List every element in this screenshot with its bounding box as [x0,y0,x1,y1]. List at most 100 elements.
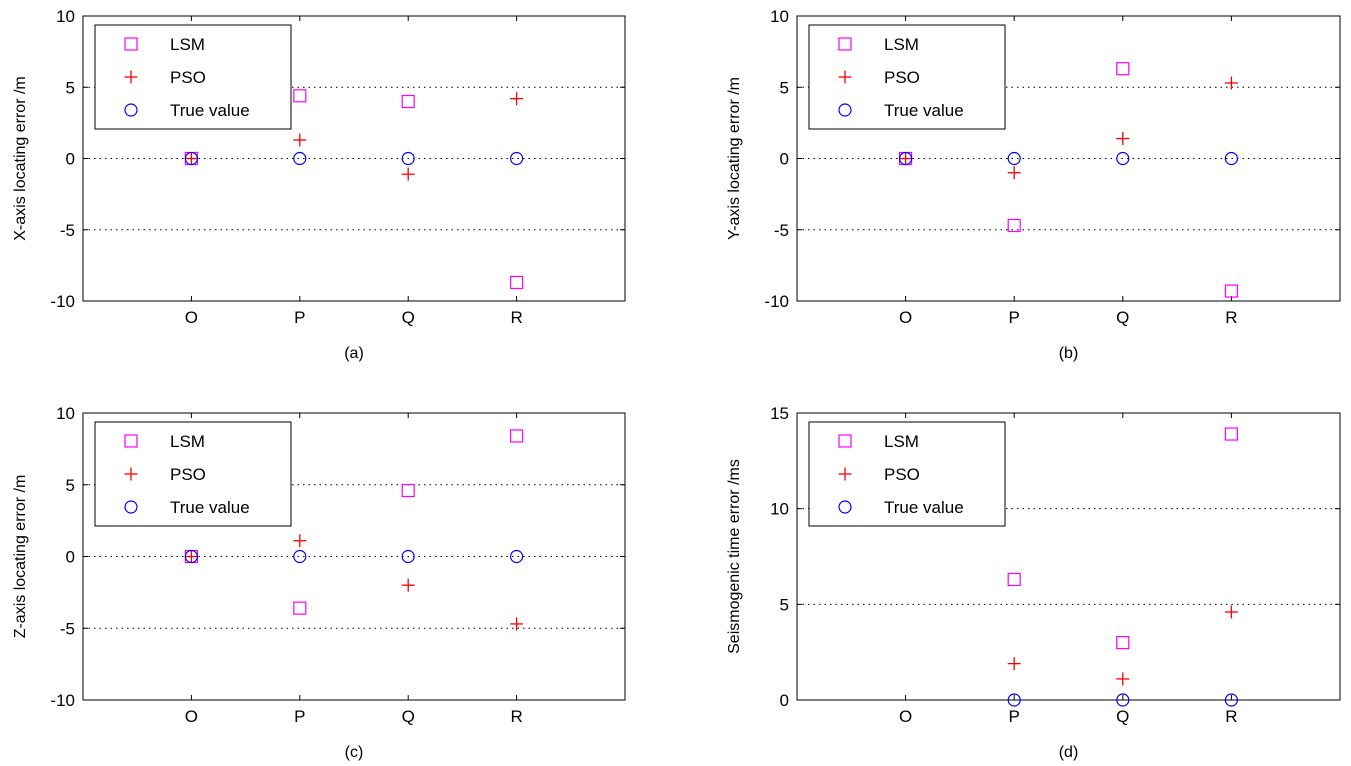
legend-label: LSM [884,35,919,54]
chart-panel-4: 0 5 10 15 O P Q R Seismogenic time error /ms (d) L… [726,404,1341,761]
legend-marker-true-value [838,500,852,514]
legend-label: True value [170,101,250,120]
point-pso [401,578,415,592]
point-lsm [1116,635,1130,650]
point-pso [1007,657,1021,671]
point-pso [1007,166,1021,180]
x-tick-label: Q [1116,308,1129,327]
y-tick-label: 10 [770,7,789,26]
point-lsm [510,275,524,290]
point-true-value [898,151,913,166]
point-pso [510,92,524,106]
x-tick-label: O [185,308,198,327]
x-tick-label: R [510,707,522,726]
point-lsm [293,601,307,615]
legend-label: PSO [170,68,206,87]
legend-marker-true-value [838,103,852,117]
legend-label: True value [884,101,964,120]
x-tick-label: Q [402,308,415,327]
y-tick-label: -10 [50,292,75,311]
point-lsm [510,429,524,443]
legend-marker-lsm [124,434,138,448]
legend-marker-lsm [838,37,852,51]
y-tick-label: 10 [770,500,789,519]
y-axis-label: Seismogenic time error /ms [726,459,743,654]
y-tick-label: 5 [66,78,75,97]
legend-marker-lsm [124,37,138,51]
chart-panel-2: -10 -5 0 5 10 O P Q R Y-axis locating error /m (b)… [726,7,1341,362]
x-tick-label: Q [402,707,415,726]
legend-marker-true-value [124,103,138,117]
x-tick-label: P [294,707,305,726]
x-tick-label: R [1225,308,1237,327]
panel-caption: (b) [1059,345,1079,362]
y-tick-label: 5 [66,476,75,495]
y-axis-label: Y-axis locating error /m [726,77,743,240]
point-true-value [1116,151,1130,166]
legend: LSM PSO True value [808,24,1006,130]
point-true-value [184,151,198,166]
point-true-value [293,151,307,166]
point-pso [1116,672,1130,686]
legend-marker-true-value [124,500,138,514]
legend-marker-lsm [838,434,852,448]
x-tick-label: P [1009,308,1020,327]
legend-marker-pso [124,467,138,481]
legend: LSM PSO True value [94,24,292,130]
point-pso [184,152,198,165]
x-tick-label: O [899,707,912,726]
point-true-value [1224,693,1239,707]
panel-caption: (a) [344,345,364,362]
point-lsm [293,89,307,103]
y-tick-label: 0 [66,150,75,169]
point-true-value [184,549,198,564]
y-tick-label: 10 [56,404,75,423]
y-axis-label: X-axis locating error /m [12,76,29,241]
point-pso [293,133,307,147]
point-pso [510,617,524,631]
point-pso [401,167,415,181]
x-tick-label: O [899,308,912,327]
legend: LSM PSO True value [94,421,292,527]
point-lsm [401,94,415,109]
y-tick-label: -10 [764,292,789,311]
point-lsm [401,483,415,498]
x-tick-label: Q [1116,707,1129,726]
x-tick-label: O [185,707,198,726]
point-lsm [1007,572,1021,587]
legend-label: PSO [884,68,920,87]
x-tick-label: R [1225,707,1237,726]
point-true-value [1007,693,1021,707]
x-tick-label: R [510,308,522,327]
x-tick-label: P [1009,707,1020,726]
legend-label: LSM [170,432,205,451]
y-tick-label: -5 [774,221,789,240]
legend-marker-pso [838,70,852,84]
point-pso [1224,76,1238,90]
chart-panel-3: -10 -5 0 5 10 O P Q R Z-axis locating error /m (c)… [12,404,626,761]
x-tick-label: P [294,308,305,327]
point-true-value [509,549,524,564]
y-axis-label: Z-axis locating error /m [12,475,29,639]
legend-label: PSO [170,465,206,484]
point-lsm [1224,427,1239,441]
point-lsm [1224,284,1239,298]
y-tick-label: 0 [780,150,789,169]
legend-label: True value [884,498,964,517]
point-true-value [1224,151,1239,166]
legend-label: LSM [884,432,919,451]
chart-panel-1: -10 -5 0 5 10 O P Q R X-axis locating error /m (a)… [12,7,626,362]
point-lsm [1007,218,1021,233]
point-true-value [401,151,415,166]
point-true-value [1007,151,1021,166]
point-lsm [1116,62,1130,76]
point-pso [1224,605,1238,619]
y-tick-label: 10 [56,7,75,26]
legend-marker-pso [124,70,138,84]
y-tick-label: 0 [66,548,75,567]
legend-label: PSO [884,465,920,484]
axes-box [796,412,1341,701]
legend-marker-pso [838,467,852,481]
panel-caption: (c) [345,744,364,761]
legend-label: True value [170,498,250,517]
